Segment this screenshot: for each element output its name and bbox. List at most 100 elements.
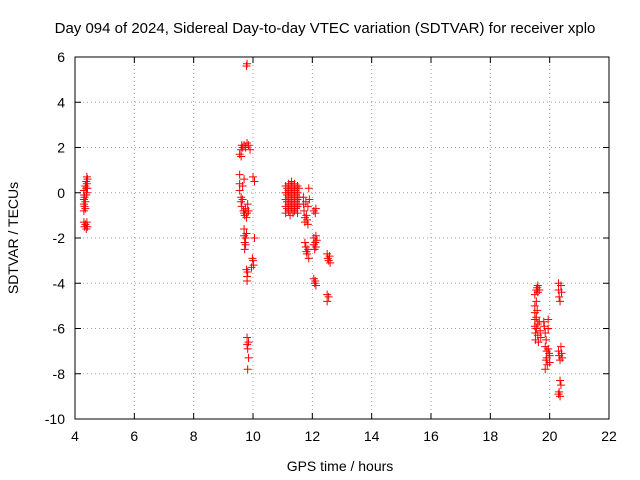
x-tick-label: 22	[601, 428, 617, 444]
data-point	[533, 281, 542, 290]
data-point	[242, 62, 251, 71]
data-points	[79, 59, 567, 401]
data-point	[235, 186, 244, 195]
data-point	[532, 313, 541, 322]
chart-title: Day 094 of 2024, Sidereal Day-to-day VTE…	[55, 20, 596, 37]
data-point	[311, 243, 320, 252]
data-point	[246, 145, 255, 154]
data-point	[250, 177, 259, 186]
y-axis-label: SDTVAR / TECUs	[5, 182, 21, 294]
data-point	[324, 292, 333, 301]
x-tick-label: 16	[423, 428, 439, 444]
data-point	[544, 315, 553, 324]
data-point	[243, 365, 252, 374]
data-point	[545, 351, 554, 360]
data-point	[556, 281, 565, 290]
data-point	[294, 184, 303, 193]
data-point	[312, 236, 321, 245]
data-point	[325, 252, 334, 261]
x-tick-label: 14	[364, 428, 380, 444]
data-point	[82, 218, 91, 227]
data-point	[542, 356, 551, 365]
data-point	[557, 349, 566, 358]
y-tick-label: -10	[45, 411, 65, 427]
data-point	[556, 342, 565, 351]
data-point	[302, 249, 311, 258]
data-point	[304, 184, 313, 193]
data-point	[541, 365, 550, 374]
y-tick-label: 4	[57, 94, 65, 110]
data-point	[244, 206, 253, 215]
data-point	[243, 276, 252, 285]
data-point	[533, 306, 542, 315]
data-point	[302, 215, 311, 224]
data-point	[311, 204, 320, 213]
x-tick-label: 18	[483, 428, 499, 444]
y-tick-labels: -10 -8 -6 -4 -2 0 2 4 6	[45, 49, 65, 427]
data-point	[249, 261, 258, 270]
y-tick-label: 2	[57, 140, 65, 156]
data-point	[300, 238, 309, 247]
data-point	[305, 195, 314, 204]
x-tick-label: 4	[71, 428, 79, 444]
data-point	[544, 344, 553, 353]
data-point	[541, 329, 550, 338]
x-tick-label: 10	[245, 428, 261, 444]
data-point	[82, 179, 91, 188]
data-point	[83, 222, 92, 231]
y-tick-label: 0	[57, 185, 65, 201]
data-point	[556, 376, 565, 385]
data-point	[300, 206, 309, 215]
data-point	[244, 338, 253, 347]
data-point	[242, 229, 251, 238]
data-point	[241, 234, 250, 242]
data-point	[238, 181, 247, 190]
data-point	[556, 297, 565, 306]
data-point	[556, 381, 565, 390]
data-point	[303, 245, 312, 254]
x-tick-label: 6	[130, 428, 138, 444]
data-point	[311, 281, 320, 290]
data-point	[81, 197, 90, 206]
data-point	[542, 335, 551, 344]
plot-frame	[74, 56, 610, 420]
data-point	[302, 211, 311, 220]
data-point	[83, 184, 92, 193]
data-point	[235, 170, 244, 179]
data-point	[311, 209, 320, 218]
data-point	[539, 317, 548, 326]
data-point	[240, 245, 249, 254]
data-point	[534, 338, 543, 347]
data-point	[304, 254, 313, 263]
data-point	[326, 258, 335, 267]
data-point	[535, 286, 544, 295]
data-point	[238, 195, 247, 204]
data-point	[293, 188, 302, 197]
data-point	[323, 297, 332, 306]
data-point	[243, 333, 252, 342]
data-point	[249, 172, 257, 181]
data-point	[237, 141, 246, 150]
data-point	[241, 240, 250, 249]
data-point	[544, 324, 553, 333]
y-tick-label: -2	[53, 230, 66, 246]
data-point	[240, 224, 249, 233]
data-point	[303, 220, 312, 229]
data-point	[83, 175, 92, 184]
data-point	[242, 213, 251, 222]
x-tick-label: 20	[542, 428, 558, 444]
data-point	[81, 204, 90, 213]
data-point	[82, 188, 91, 197]
data-point	[311, 231, 320, 240]
y-tick-label: -6	[53, 321, 66, 337]
data-point	[299, 193, 308, 202]
y-tick-label: -8	[53, 366, 66, 382]
data-point	[530, 301, 539, 310]
x-axis-label: GPS time / hours	[287, 458, 394, 474]
data-point	[244, 353, 253, 362]
data-point	[243, 344, 252, 353]
data-point	[555, 292, 564, 301]
data-point	[243, 200, 252, 209]
y-tick-label: -4	[53, 275, 66, 291]
